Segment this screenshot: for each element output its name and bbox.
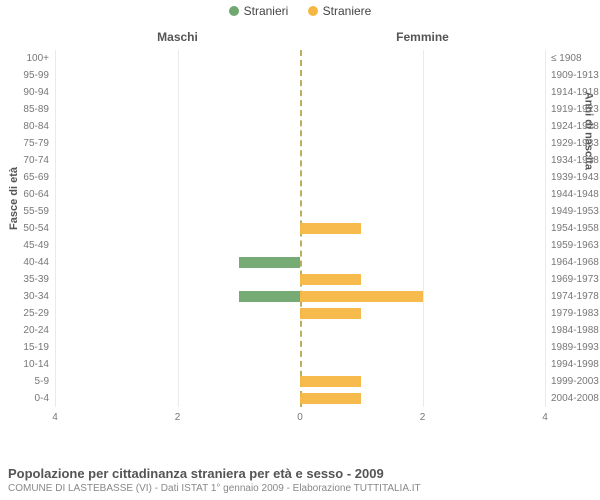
age-row: 80-841924-1928 bbox=[55, 118, 545, 135]
age-row: 0-42004-2008 bbox=[55, 390, 545, 407]
age-row: 45-491959-1963 bbox=[55, 237, 545, 254]
birth-year-label: 1974-1978 bbox=[551, 288, 599, 305]
birth-year-label: 1919-1923 bbox=[551, 101, 599, 118]
age-label: 80-84 bbox=[23, 118, 49, 135]
age-label: 45-49 bbox=[23, 237, 49, 254]
bar-male bbox=[239, 257, 300, 268]
birth-year-label: 1964-1968 bbox=[551, 254, 599, 271]
age-label: 55-59 bbox=[23, 203, 49, 220]
bar-male bbox=[239, 291, 300, 302]
age-row: 25-291979-1983 bbox=[55, 305, 545, 322]
age-row: 100+≤ 1908 bbox=[55, 50, 545, 67]
legend: Stranieri Straniere bbox=[0, 4, 600, 19]
age-label: 75-79 bbox=[23, 135, 49, 152]
birth-year-label: 1924-1928 bbox=[551, 118, 599, 135]
x-tick-label: 4 bbox=[52, 412, 58, 423]
age-label: 70-74 bbox=[23, 152, 49, 169]
birth-year-label: 1979-1983 bbox=[551, 305, 599, 322]
age-label: 15-19 bbox=[23, 339, 49, 356]
age-label: 60-64 bbox=[23, 186, 49, 203]
age-row: 15-191989-1993 bbox=[55, 339, 545, 356]
bar-female bbox=[300, 393, 361, 404]
birth-year-label: 1909-1913 bbox=[551, 67, 599, 84]
legend-swatch-female bbox=[308, 6, 318, 16]
x-axis: 4 2 0 2 4 bbox=[55, 410, 545, 426]
birth-year-label: 1999-2003 bbox=[551, 373, 599, 390]
footer: Popolazione per cittadinanza straniera p… bbox=[8, 466, 592, 494]
birth-year-label: 1994-1998 bbox=[551, 356, 599, 373]
age-label: 85-89 bbox=[23, 101, 49, 118]
half-title-male: Maschi bbox=[55, 30, 300, 44]
age-label: 25-29 bbox=[23, 305, 49, 322]
age-label: 100+ bbox=[26, 50, 49, 67]
birth-year-label: 1989-1993 bbox=[551, 339, 599, 356]
birth-year-label: 1949-1953 bbox=[551, 203, 599, 220]
birth-year-label: 1954-1958 bbox=[551, 220, 599, 237]
age-label: 0-4 bbox=[35, 390, 49, 407]
age-row: 85-891919-1923 bbox=[55, 101, 545, 118]
birth-year-label: 1984-1988 bbox=[551, 322, 599, 339]
legend-swatch-male bbox=[229, 6, 239, 16]
rows-area: 100+≤ 190895-991909-191390-941914-191885… bbox=[55, 50, 545, 407]
age-label: 35-39 bbox=[23, 271, 49, 288]
birth-year-label: ≤ 1908 bbox=[551, 50, 582, 67]
age-row: 55-591949-1953 bbox=[55, 203, 545, 220]
legend-item-male: Stranieri bbox=[229, 4, 289, 18]
age-row: 95-991909-1913 bbox=[55, 67, 545, 84]
age-label: 95-99 bbox=[23, 67, 49, 84]
birth-year-label: 1939-1943 bbox=[551, 169, 599, 186]
age-row: 65-691939-1943 bbox=[55, 169, 545, 186]
age-label: 20-24 bbox=[23, 322, 49, 339]
birth-year-label: 1959-1963 bbox=[551, 237, 599, 254]
chart-container: Stranieri Straniere Fasce di età Anni di… bbox=[0, 0, 600, 500]
age-label: 5-9 bbox=[35, 373, 49, 390]
age-row: 40-441964-1968 bbox=[55, 254, 545, 271]
age-label: 30-34 bbox=[23, 288, 49, 305]
birth-year-label: 1944-1948 bbox=[551, 186, 599, 203]
plot-area: Maschi Femmine 100+≤ 190895-991909-19139… bbox=[55, 30, 545, 430]
bar-female bbox=[300, 291, 423, 302]
age-label: 50-54 bbox=[23, 220, 49, 237]
age-label: 40-44 bbox=[23, 254, 49, 271]
legend-label-male: Stranieri bbox=[244, 4, 289, 18]
age-label: 90-94 bbox=[23, 84, 49, 101]
birth-year-label: 1914-1918 bbox=[551, 84, 599, 101]
age-row: 90-941914-1918 bbox=[55, 84, 545, 101]
birth-year-label: 1969-1973 bbox=[551, 271, 599, 288]
age-label: 65-69 bbox=[23, 169, 49, 186]
age-row: 50-541954-1958 bbox=[55, 220, 545, 237]
legend-label-female: Straniere bbox=[323, 4, 372, 18]
birth-year-label: 2004-2008 bbox=[551, 390, 599, 407]
x-gridline bbox=[545, 50, 546, 407]
legend-item-female: Straniere bbox=[308, 4, 372, 18]
age-row: 70-741934-1938 bbox=[55, 152, 545, 169]
x-tick-label: 2 bbox=[420, 412, 426, 423]
bar-female bbox=[300, 376, 361, 387]
bar-female bbox=[300, 308, 361, 319]
birth-year-label: 1934-1938 bbox=[551, 152, 599, 169]
y-axis-left-title: Fasce di età bbox=[8, 167, 20, 230]
footer-subtitle: COMUNE DI LASTEBASSE (VI) - Dati ISTAT 1… bbox=[8, 483, 592, 494]
footer-title: Popolazione per cittadinanza straniera p… bbox=[8, 466, 592, 481]
age-label: 10-14 bbox=[23, 356, 49, 373]
bar-female bbox=[300, 223, 361, 234]
age-row: 30-341974-1978 bbox=[55, 288, 545, 305]
age-row: 60-641944-1948 bbox=[55, 186, 545, 203]
half-title-female: Femmine bbox=[300, 30, 545, 44]
x-tick-label: 0 bbox=[297, 412, 303, 423]
x-tick-label: 4 bbox=[542, 412, 548, 423]
age-row: 5-91999-2003 bbox=[55, 373, 545, 390]
x-tick-label: 2 bbox=[175, 412, 181, 423]
age-row: 20-241984-1988 bbox=[55, 322, 545, 339]
age-row: 75-791929-1933 bbox=[55, 135, 545, 152]
bar-female bbox=[300, 274, 361, 285]
age-row: 35-391969-1973 bbox=[55, 271, 545, 288]
birth-year-label: 1929-1933 bbox=[551, 135, 599, 152]
age-row: 10-141994-1998 bbox=[55, 356, 545, 373]
